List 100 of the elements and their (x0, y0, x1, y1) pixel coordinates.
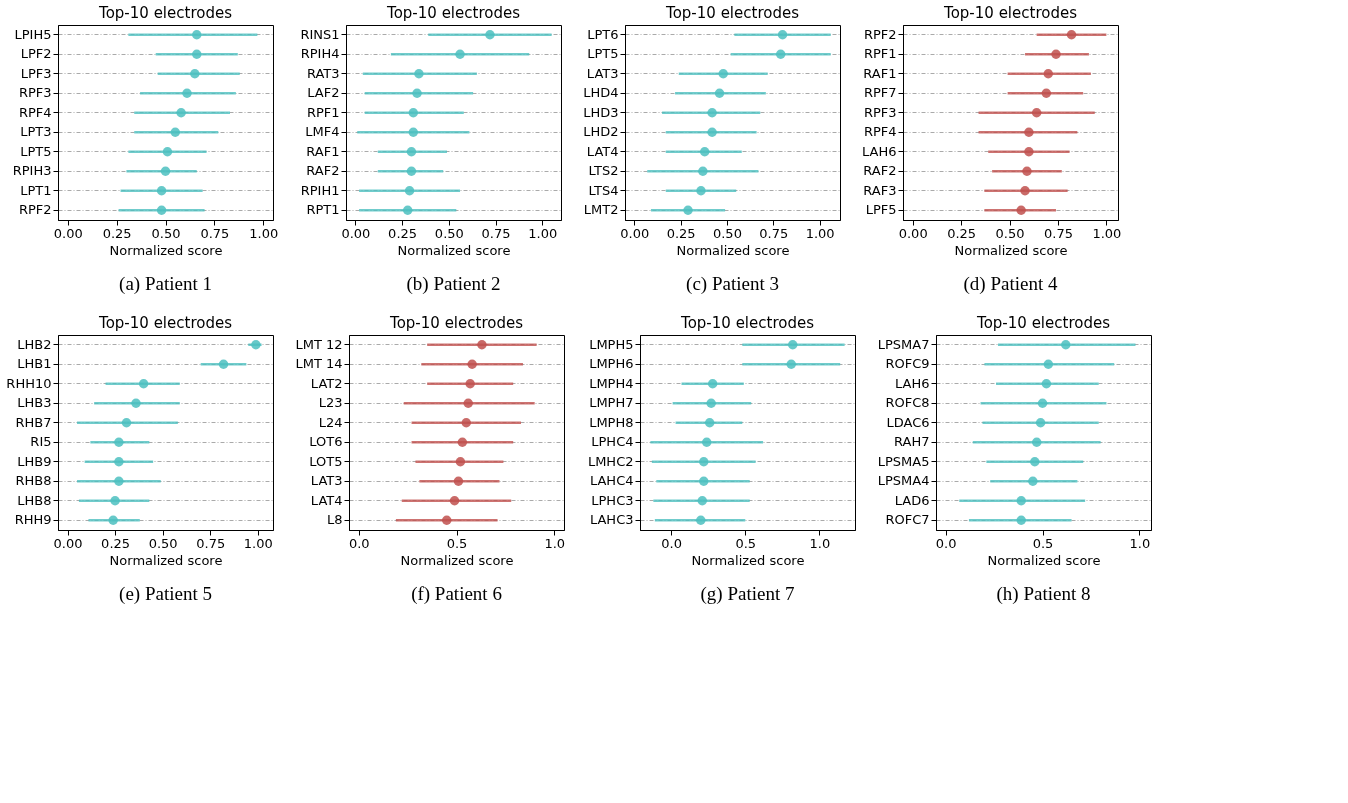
x-tick-label: 1.0 (1129, 535, 1151, 551)
point (1037, 398, 1048, 408)
y-tick-label: LHD2 (583, 124, 619, 140)
text: (f) Patient 6 (411, 583, 502, 605)
x-tick-label: 0.50 (712, 225, 742, 241)
point (698, 166, 708, 176)
x-tick-label: 0.75 (200, 225, 230, 241)
x-tick-label: 0.75 (196, 535, 226, 551)
point (699, 147, 710, 157)
y-tick-label: RPF4 (863, 124, 897, 140)
x-tick-label: 1.00 (528, 225, 558, 241)
point (787, 340, 798, 350)
point (775, 49, 786, 59)
y-tick-label: ROFC7 (885, 512, 930, 528)
y-tick-label: LMPH4 (589, 375, 634, 391)
point (1041, 379, 1052, 389)
y-tick-label: RPIH1 (300, 182, 340, 198)
y-tick-label: LAD6 (894, 492, 930, 508)
point (696, 186, 706, 196)
point (485, 30, 495, 40)
chart-title: Top-10 electrodes (976, 314, 1111, 332)
point (714, 88, 725, 98)
y-tick-label: RHH9 (14, 512, 52, 528)
point (477, 340, 487, 350)
point (699, 476, 709, 486)
y-tick-label: LAHC3 (589, 512, 634, 528)
point (190, 69, 200, 79)
y-tick-label: LPT5 (587, 46, 619, 62)
x-tick-label: 0.25 (388, 225, 418, 241)
point (406, 166, 417, 176)
x-axis-title: Normalized score (400, 552, 514, 568)
point (683, 205, 693, 215)
x-tick-label: 0.00 (620, 225, 650, 241)
point (114, 476, 124, 486)
point (449, 496, 460, 506)
chart-title: Top-10 electrodes (680, 314, 815, 332)
y-tick-label: RAT3 (306, 65, 340, 81)
point (1041, 88, 1052, 98)
point (1028, 476, 1038, 486)
y-tick-label: LHB8 (17, 492, 52, 508)
y-tick-label: LPSMA5 (877, 453, 930, 469)
y-tick-label: LAT3 (586, 65, 619, 81)
point (707, 127, 717, 137)
point (131, 398, 141, 408)
y-tick-label: RINS1 (300, 26, 340, 42)
point (162, 147, 173, 157)
x-tick-label: 0.50 (995, 225, 1025, 241)
y-tick-label: LOT5 (309, 453, 343, 469)
point (465, 379, 475, 389)
y-tick-label: RHB7 (15, 414, 52, 430)
chart-title: Top-10 electrodes (389, 314, 524, 332)
x-tick-label: 0.25 (102, 225, 132, 241)
point (114, 437, 124, 447)
point (718, 69, 728, 79)
x-tick-label: 0.50 (151, 225, 181, 241)
x-tick-label: 0.00 (898, 225, 928, 241)
point (1020, 186, 1030, 196)
y-tick-label: LPSMA7 (877, 336, 930, 352)
point (192, 49, 202, 59)
text: (b) Patient 2 (406, 273, 501, 295)
y-tick-label: RPF4 (18, 104, 52, 120)
y-tick-label: LHB9 (17, 453, 52, 469)
y-tick-label: RHH10 (6, 375, 52, 391)
point (1016, 496, 1026, 506)
y-tick-label: RI5 (30, 434, 52, 450)
y-tick-label: RAF2 (306, 163, 340, 179)
y-tick-label: LPT3 (20, 124, 52, 140)
y-tick-label: LOT6 (309, 434, 343, 450)
y-tick-label: LPT6 (587, 26, 619, 42)
x-tick-label: 0.0 (935, 535, 957, 551)
point (138, 379, 149, 389)
point (1061, 340, 1071, 350)
point (1043, 359, 1054, 369)
y-tick-label: L8 (326, 512, 343, 528)
x-tick-label: 0.75 (1043, 225, 1073, 241)
point (114, 457, 124, 467)
x-tick-label: 1.00 (243, 535, 273, 551)
x-tick-label: 0.00 (53, 225, 83, 241)
x-tick-label: 0.5 (735, 535, 757, 551)
x-axis-title: Normalized score (987, 552, 1101, 568)
y-tick-label: LPHC3 (591, 492, 634, 508)
y-tick-label: LHD4 (583, 85, 619, 101)
y-tick-label: LPF5 (865, 202, 897, 218)
x-tick-label: 0.25 (101, 535, 131, 551)
x-axis-title: Normalized score (676, 242, 790, 258)
point (1022, 166, 1032, 176)
text: (c) Patient 3 (686, 273, 779, 295)
y-tick-label: LMPH7 (589, 395, 634, 411)
point (156, 205, 167, 215)
x-tick-label: 1.00 (1092, 225, 1122, 241)
point (455, 49, 465, 59)
point (453, 476, 464, 486)
y-tick-label: RPIH4 (300, 46, 340, 62)
point (1035, 418, 1046, 428)
point (786, 359, 796, 369)
point (156, 186, 167, 196)
y-tick-label: LAT3 (310, 473, 343, 489)
point (170, 127, 181, 137)
text: (h) Patient 8 (996, 583, 1091, 605)
point (1051, 49, 1061, 59)
